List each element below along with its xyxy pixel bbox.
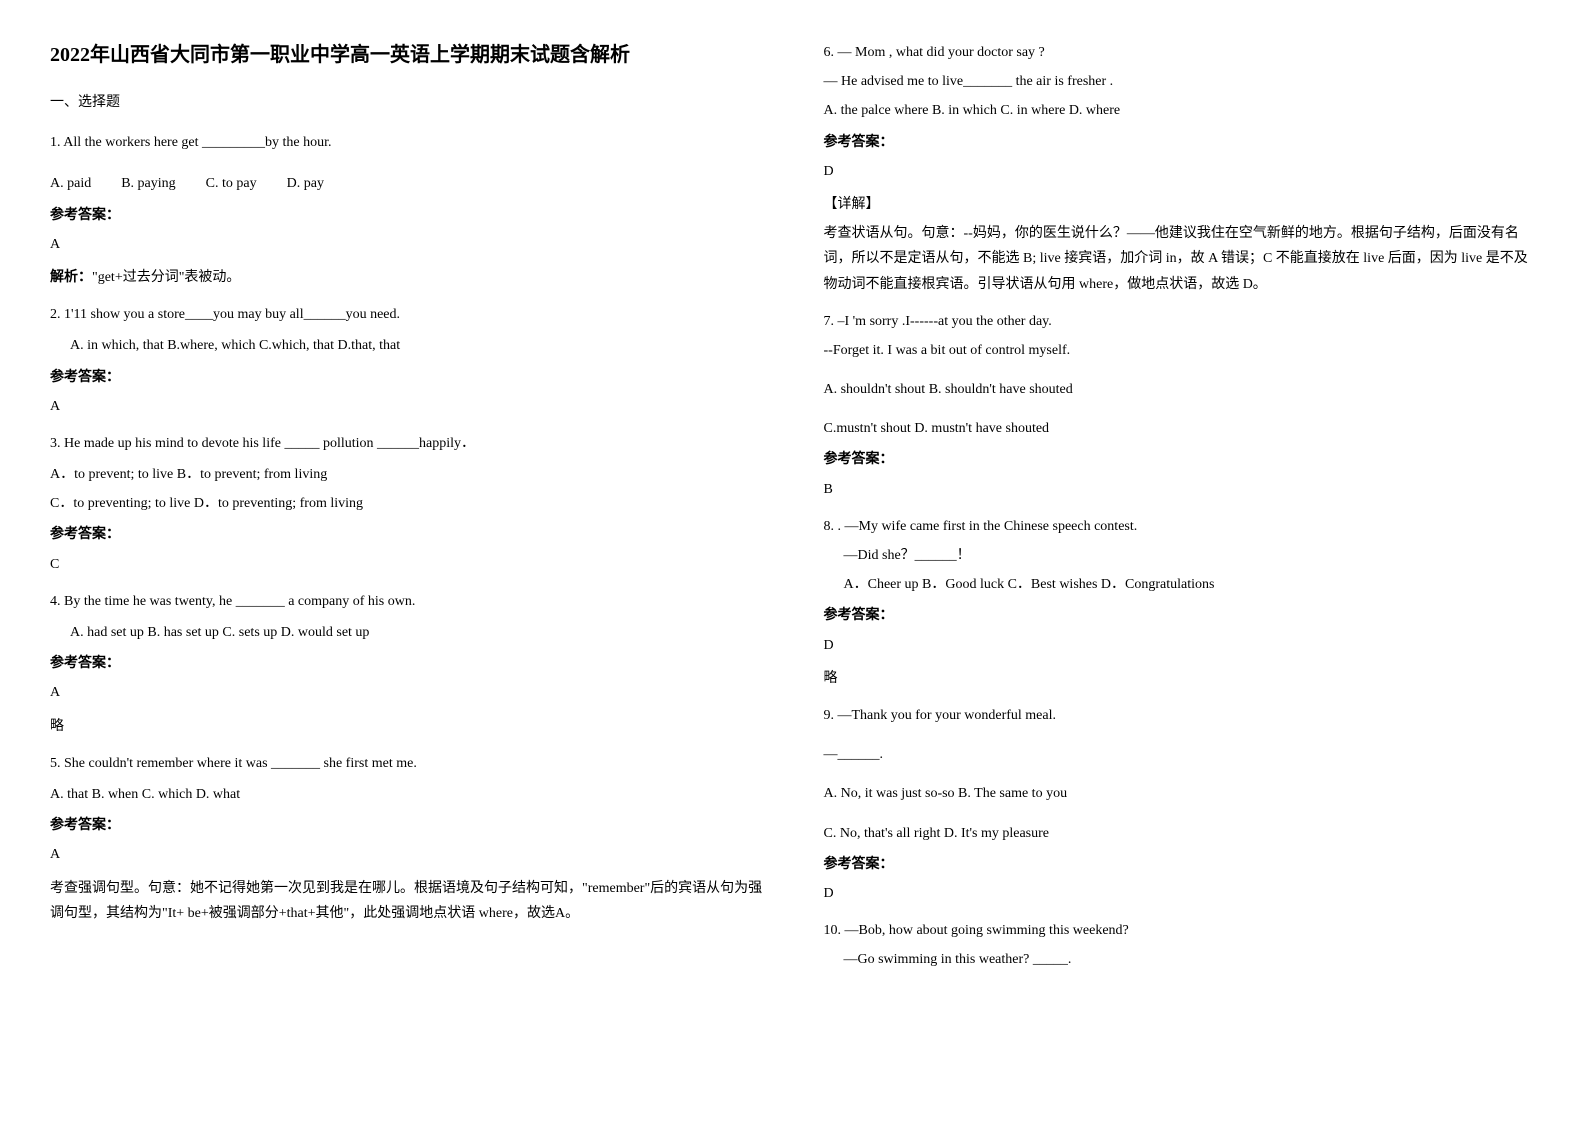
q8-note: 略: [824, 666, 1538, 691]
q3-text: 3. He made up his mind to devote his lif…: [50, 431, 764, 456]
q6-options: A. the palce where B. in which C. in whe…: [824, 98, 1538, 123]
q6-detail-label: 【详解】: [824, 192, 1538, 217]
q8-options: A．Cheer up B．Good luck C．Best wishes D．C…: [844, 572, 1538, 597]
q6-explanation: 考查状语从句。句意：--妈妈，你的医生说什么？——他建议我住在空气新鲜的地方。根…: [824, 221, 1538, 297]
q5-explanation: 考查强调句型。句意：她不记得她第一次见到我是在哪儿。根据语境及句子结构可知，"r…: [50, 876, 764, 926]
q5-text: 5. She couldn't remember where it was __…: [50, 751, 764, 776]
q2-answer-label: 参考答案：: [50, 365, 764, 390]
q9-answer-label: 参考答案：: [824, 852, 1538, 877]
q2-text: 2. 1'11 show you a store____you may buy …: [50, 302, 764, 327]
q4-options: A. had set up B. has set up C. sets up D…: [70, 620, 764, 645]
q5-answer: A: [50, 842, 764, 867]
q8-answer: D: [824, 633, 1538, 658]
q6-answer: D: [824, 159, 1538, 184]
question-1: 1. All the workers here get _________by …: [50, 130, 764, 290]
q8-answer-label: 参考答案：: [824, 603, 1538, 628]
section-heading-1: 一、选择题: [50, 90, 764, 115]
right-column: 6. — Mom , what did your doctor say ? — …: [824, 40, 1538, 984]
q3-opts-line1: A．to prevent; to live B．to prevent; from…: [50, 462, 764, 487]
q1-explanation: 解析："get+过去分词"表被动。: [50, 265, 764, 290]
document-title: 2022年山西省大同市第一职业中学高一英语上学期期末试题含解析: [50, 40, 764, 70]
q5-answer-label: 参考答案：: [50, 813, 764, 838]
q4-answer-label: 参考答案：: [50, 651, 764, 676]
q8-line1: 8. . —My wife came first in the Chinese …: [824, 514, 1538, 539]
q10-line2: —Go swimming in this weather? _____.: [844, 947, 1538, 972]
question-9: 9. —Thank you for your wonderful meal. —…: [824, 703, 1538, 906]
q3-opts-line2: C．to preventing; to live D．to preventing…: [50, 491, 764, 516]
q10-line1: 10. —Bob, how about going swimming this …: [824, 918, 1538, 943]
q5-options: A. that B. when C. which D. what: [50, 782, 764, 807]
q1-options: A. paid B. paying C. to pay D. pay: [50, 171, 764, 196]
q7-opts-line1: A. shouldn't shout B. shouldn't have sho…: [824, 377, 1538, 402]
q7-line1: 7. –I 'm sorry .I------at you the other …: [824, 309, 1538, 334]
q3-answer: C: [50, 552, 764, 577]
q1-explanation-text: "get+过去分词"表被动。: [92, 270, 240, 285]
q1-opt-b: B. paying: [121, 171, 175, 196]
q4-text: 4. By the time he was twenty, he _______…: [50, 589, 764, 614]
q9-opts-line1: A. No, it was just so-so B. The same to …: [824, 781, 1538, 806]
q1-opt-c: C. to pay: [206, 171, 257, 196]
question-4: 4. By the time he was twenty, he _______…: [50, 589, 764, 739]
q7-answer: B: [824, 477, 1538, 502]
question-7: 7. –I 'm sorry .I------at you the other …: [824, 309, 1538, 502]
q1-text: 1. All the workers here get _________by …: [50, 130, 764, 155]
question-10: 10. —Bob, how about going swimming this …: [824, 918, 1538, 972]
q7-answer-label: 参考答案：: [824, 447, 1538, 472]
q9-opts-line2: C. No, that's all right D. It's my pleas…: [824, 821, 1538, 846]
q1-explanation-label: 解析：: [50, 270, 92, 285]
q1-opt-d: D. pay: [287, 171, 324, 196]
left-column: 2022年山西省大同市第一职业中学高一英语上学期期末试题含解析 一、选择题 1.…: [50, 40, 764, 984]
q1-answer-label: 参考答案：: [50, 203, 764, 228]
q6-answer-label: 参考答案：: [824, 130, 1538, 155]
q6-line1: 6. — Mom , what did your doctor say ?: [824, 40, 1538, 65]
q4-answer: A: [50, 680, 764, 705]
q7-line2: --Forget it. I was a bit out of control …: [824, 338, 1538, 363]
q3-answer-label: 参考答案：: [50, 522, 764, 547]
q6-line2: — He advised me to live_______ the air i…: [824, 69, 1538, 94]
q4-note: 略: [50, 714, 764, 739]
question-5: 5. She couldn't remember where it was __…: [50, 751, 764, 926]
page-container: 2022年山西省大同市第一职业中学高一英语上学期期末试题含解析 一、选择题 1.…: [50, 40, 1537, 984]
q2-answer: A: [50, 394, 764, 419]
q8-line2: —Did she？______！: [844, 543, 1538, 568]
q1-answer: A: [50, 232, 764, 257]
q9-line2: —______.: [824, 742, 1538, 767]
question-2: 2. 1'11 show you a store____you may buy …: [50, 302, 764, 419]
q2-options: A. in which, that B.where, which C.which…: [70, 333, 764, 358]
question-8: 8. . —My wife came first in the Chinese …: [824, 514, 1538, 691]
question-6: 6. — Mom , what did your doctor say ? — …: [824, 40, 1538, 297]
q9-line1: 9. —Thank you for your wonderful meal.: [824, 703, 1538, 728]
q1-opt-a: A. paid: [50, 171, 91, 196]
question-3: 3. He made up his mind to devote his lif…: [50, 431, 764, 577]
q7-opts-line2: C.mustn't shout D. mustn't have shouted: [824, 416, 1538, 441]
q9-answer: D: [824, 881, 1538, 906]
